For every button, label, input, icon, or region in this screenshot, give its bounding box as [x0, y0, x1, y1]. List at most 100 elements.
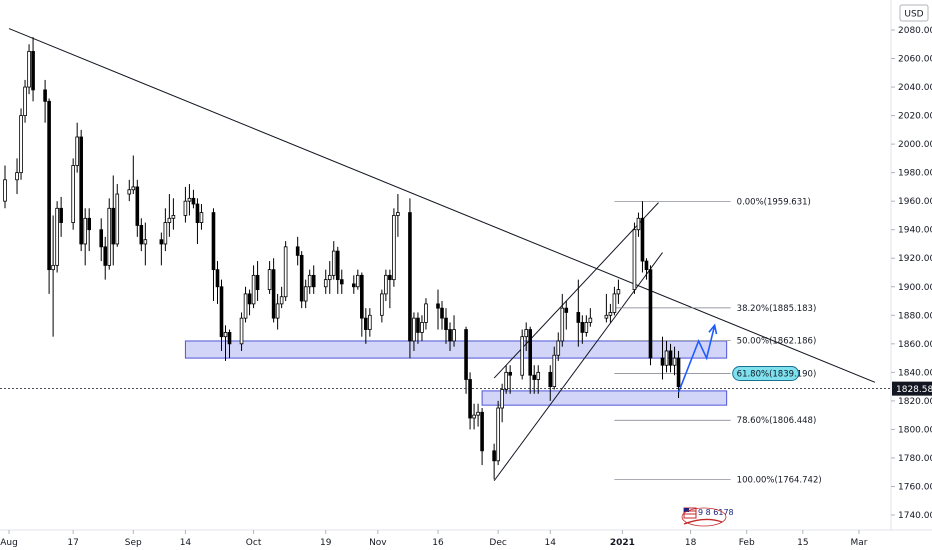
candle-body: [644, 260, 649, 271]
candle-body: [524, 329, 529, 338]
candle-body: [171, 215, 176, 219]
candle-body: [580, 322, 585, 333]
flag-icon: [683, 507, 697, 519]
candle-body: [327, 274, 332, 281]
candle-body: [47, 100, 51, 271]
fib-label-3820: 38.20%(1885.183): [737, 304, 817, 314]
y-tick-label: 1820.000: [898, 397, 932, 407]
fib-highlight-pill: [732, 366, 800, 382]
candle-body: [199, 212, 204, 223]
fib-label-5000: 50.00%(1862.186): [737, 337, 817, 347]
candle-body: [552, 354, 557, 388]
candle-body: [323, 279, 328, 288]
candle-body: [468, 379, 472, 419]
y-tick-label: 2080.000: [898, 26, 932, 36]
fib-label-6180: 61.80%(1839.190): [737, 370, 817, 380]
x-tick-label: Sep: [125, 538, 142, 548]
x-tick-label: Aug: [0, 538, 18, 548]
candle-body: [15, 172, 19, 181]
candle-body: [351, 283, 356, 288]
candle-body: [267, 269, 272, 291]
candle-body: [548, 371, 553, 388]
candle-body: [307, 274, 312, 288]
y-tick-label: 1780.000: [898, 454, 932, 464]
candle-body: [560, 307, 565, 342]
candle-body: [159, 239, 164, 245]
y-tick-label: 1980.000: [898, 169, 932, 179]
candle-body: [632, 229, 637, 291]
y-tick-label: 2020.000: [898, 112, 932, 122]
candle-body: [31, 50, 35, 91]
candle-body: [111, 207, 116, 245]
candle-body: [536, 371, 541, 380]
last-price-marker: 1828.586: [0, 381, 932, 396]
candle-body: [283, 246, 288, 298]
candle-body: [75, 136, 79, 166]
currency-label: USD: [904, 10, 923, 20]
candle-body: [167, 217, 172, 223]
y-tick-label: 1880.000: [898, 311, 932, 321]
candle-body: [368, 314, 372, 330]
candle-body: [584, 322, 589, 333]
y-tick-label: 1800.000: [898, 425, 932, 435]
candle-body: [71, 165, 75, 223]
candle-body: [311, 274, 316, 288]
projection-path: [677, 325, 716, 393]
candle-body: [664, 350, 669, 366]
logo-watermark: 9 8 6178: [681, 507, 734, 527]
candle-body: [19, 115, 23, 174]
projection-layer: [677, 323, 718, 393]
x-tick-label: 2021: [610, 538, 635, 548]
candle-body: [648, 269, 653, 359]
descending-trendline: [8, 28, 876, 383]
candle-body: [520, 336, 524, 376]
candle-body: [335, 250, 340, 281]
x-tick-label: 15: [797, 538, 808, 548]
candles-layer: [3, 37, 681, 480]
candle-body: [464, 329, 468, 380]
candle-body: [636, 217, 641, 231]
candle-body: [331, 250, 336, 276]
candle-body: [452, 329, 456, 342]
y-tick-label: 1740.000: [898, 511, 932, 521]
candle-body: [440, 307, 444, 319]
candle-body: [339, 279, 344, 285]
candle-body: [23, 86, 27, 116]
candle-body: [191, 197, 196, 205]
candle-body: [255, 274, 260, 291]
y-tick-label: 1760.000: [898, 482, 932, 492]
fib-label-10000: 100.00%(1764.742): [737, 476, 822, 486]
candle-body: [500, 389, 504, 409]
zones-layer: [184, 340, 728, 406]
candle-body: [303, 286, 308, 302]
x-tick-label: Mar: [850, 538, 867, 548]
candle-body: [436, 303, 440, 309]
watermark-text: 9 8 6178: [698, 508, 734, 517]
x-ticks: Aug 17 Sep 14 Oct 19 Nov 16 Dec 14 2021 18 Feb 15 Mar: [0, 530, 868, 548]
fib-label-7860: 78.60%(1806.448): [737, 416, 817, 426]
candle-body: [59, 207, 63, 223]
candle-body: [215, 269, 220, 288]
currency-badge-box: [899, 4, 929, 22]
candle-body: [492, 450, 496, 462]
candle-body: [247, 293, 252, 305]
fib-label-000: 0.00%(1959.631): [737, 198, 811, 208]
candle-body: [187, 197, 192, 202]
candle-body: [139, 225, 144, 245]
candle-body: [43, 89, 47, 102]
candle-body: [668, 350, 673, 366]
candle-body: [384, 274, 388, 295]
x-tick-label: 14: [545, 538, 557, 548]
candle-body: [27, 50, 31, 88]
candle-body: [444, 317, 448, 330]
candle-body: [380, 293, 384, 316]
candle-body: [135, 186, 140, 226]
candle-body: [99, 229, 104, 248]
candle-body: [408, 212, 412, 342]
candle-body: [251, 274, 256, 305]
candle-body: [564, 307, 569, 313]
candle-body: [356, 274, 360, 288]
candle-body: [183, 200, 188, 216]
candle-body: [364, 317, 368, 330]
